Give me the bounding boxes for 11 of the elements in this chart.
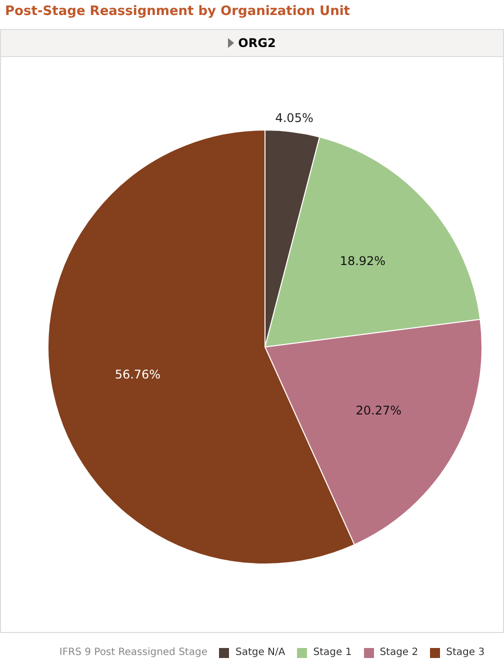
- data-label: 56.76%: [114, 367, 161, 382]
- chart-title: Post-Stage Reassignment by Organization Unit: [4, 3, 352, 21]
- legend-title: IFRS 9 Post Reassigned Stage: [59, 647, 208, 658]
- data-label: 4.05%: [275, 110, 314, 125]
- legend-label: Stage 2: [378, 647, 418, 658]
- chart-subtitle: ORG2: [238, 36, 276, 50]
- legend-label: Satge N/A: [234, 647, 286, 658]
- data-label: 18.92%: [340, 254, 386, 268]
- legend-label: Stage 1: [312, 647, 352, 658]
- data-label: 20.27%: [356, 403, 402, 418]
- legend-label: Stage 3: [445, 647, 485, 658]
